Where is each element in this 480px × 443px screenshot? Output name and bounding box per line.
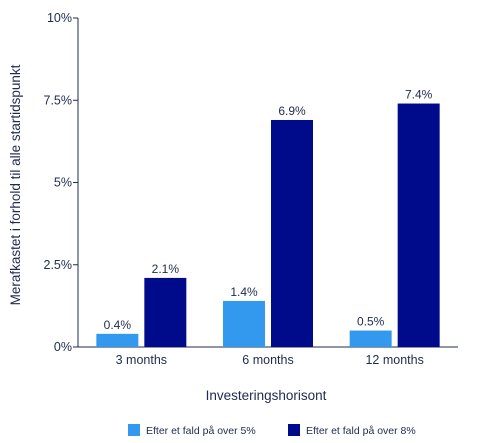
legend: Efter et fald på over 5% Efter et fald p… — [128, 424, 416, 437]
legend-swatch-series-2 — [288, 424, 300, 436]
x-axis: 3 months 6 months 12 months — [78, 346, 458, 367]
y-tick-label: 0% — [54, 340, 72, 354]
bar-series-2 — [397, 103, 440, 347]
y-tick-label: 5% — [54, 176, 72, 190]
bar-series-1 — [349, 330, 392, 347]
data-labels: 0.4% 1.4% 0.5% 2.1% 6.9% 7.4% — [104, 88, 433, 332]
y-tick-label: 2.5% — [44, 258, 73, 272]
legend-swatch-series-1 — [128, 424, 140, 436]
legend-label-series-1: Efter et fald på over 5% — [146, 425, 256, 437]
bar-series-1 — [96, 333, 139, 347]
y-tick-label: 7.5% — [44, 93, 73, 107]
bar-series-1 — [223, 300, 265, 347]
x-tick-label: 12 months — [365, 353, 423, 367]
y-axis-title: Merafkastet i forhold til alle startidsp… — [8, 64, 23, 305]
bars — [96, 103, 440, 348]
data-label: 0.4% — [104, 318, 132, 332]
legend-label-series-2: Efter et fald på over 8% — [306, 425, 416, 437]
data-label: 2.1% — [152, 262, 180, 276]
x-axis-title: Investeringshorisont — [206, 388, 327, 403]
y-tick-label: 10% — [47, 11, 72, 25]
bar-series-2 — [271, 119, 313, 348]
y-axis: 0% 2.5% 5% 7.5% 10% — [44, 11, 79, 354]
data-label: 0.5% — [357, 315, 385, 329]
x-tick-label: 6 months — [242, 353, 293, 367]
data-label: 7.4% — [405, 88, 433, 102]
x-tick-label: 3 months — [116, 353, 167, 367]
bar-series-2 — [144, 277, 187, 347]
data-label: 6.9% — [278, 104, 306, 118]
data-label: 1.4% — [230, 285, 258, 299]
